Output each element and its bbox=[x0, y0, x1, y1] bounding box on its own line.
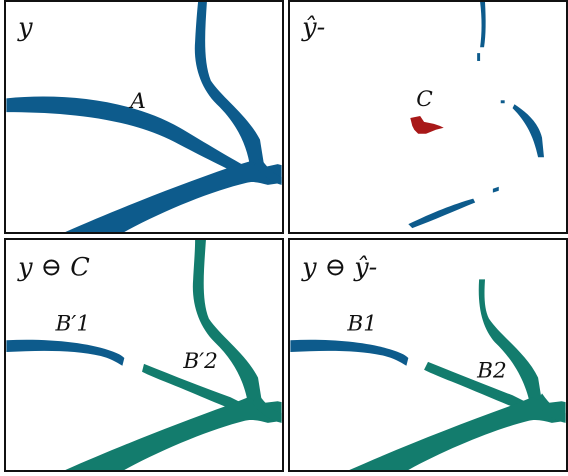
vessel-trunk bbox=[349, 397, 566, 470]
vessel-component-B2 bbox=[65, 240, 282, 470]
panel-y-minus-C-canvas: y ⊖ C B′1 B′2 bbox=[6, 240, 282, 470]
vessel-branch-a bbox=[6, 96, 248, 177]
panel-y-canvas: y A bbox=[6, 2, 282, 232]
vessel-branch-left bbox=[6, 339, 125, 366]
vessel-branch-top bbox=[478, 279, 543, 406]
label-B1: B1 bbox=[346, 311, 377, 336]
vessel-branch-left bbox=[290, 339, 409, 366]
vessel-component-B1 bbox=[6, 339, 125, 366]
label-B2: B2 bbox=[476, 359, 507, 384]
label-C: C bbox=[416, 87, 433, 112]
false-positive-blob bbox=[410, 116, 444, 134]
fragment-top bbox=[480, 2, 486, 48]
vessel-trunk bbox=[65, 161, 282, 232]
vessel-branch-right bbox=[254, 157, 282, 185]
fragment-bottom bbox=[408, 198, 476, 229]
vessel-branch-right bbox=[536, 393, 566, 423]
fragment-right bbox=[512, 104, 544, 158]
panel-hat-y-minus: ŷ- C bbox=[288, 0, 568, 234]
vessel-branch-top bbox=[194, 2, 264, 168]
panel-title: ŷ- bbox=[301, 12, 325, 42]
label-B1-prime: B′1 bbox=[55, 311, 91, 336]
vessel-component-B2 bbox=[349, 279, 566, 470]
vessel-segmentation bbox=[6, 2, 282, 232]
fragment-bottom-small bbox=[492, 186, 499, 193]
panel-title: y bbox=[17, 12, 33, 42]
label-A: A bbox=[128, 89, 146, 114]
fragment-dot bbox=[500, 100, 505, 104]
region-C bbox=[410, 116, 444, 134]
panel-title: y ⊖ ŷ- bbox=[301, 252, 377, 282]
vessel-branch-middle bbox=[424, 361, 529, 412]
vessel-branch-right bbox=[252, 393, 282, 423]
panel-y-minus-C: y ⊖ C B′1 B′2 bbox=[4, 238, 284, 472]
vessel-component-B1 bbox=[290, 339, 409, 366]
panel-y: y A bbox=[4, 0, 284, 234]
panel-hat-y-minus-canvas: ŷ- C bbox=[301, 2, 544, 229]
label-B2-prime: B′2 bbox=[182, 349, 218, 374]
panel-y-minus-hat-y: y ⊖ ŷ- B1 B2 bbox=[288, 238, 568, 472]
fragment-top-small bbox=[477, 53, 481, 61]
vessel-branch-middle bbox=[142, 363, 247, 413]
vessel-branch-top bbox=[192, 240, 262, 406]
panel-y-minus-hat-y-canvas: y ⊖ ŷ- B1 B2 bbox=[290, 252, 566, 470]
false-negative-fragments bbox=[408, 2, 544, 229]
vessel-trunk bbox=[65, 397, 282, 470]
panel-title: y ⊖ C bbox=[17, 252, 90, 282]
